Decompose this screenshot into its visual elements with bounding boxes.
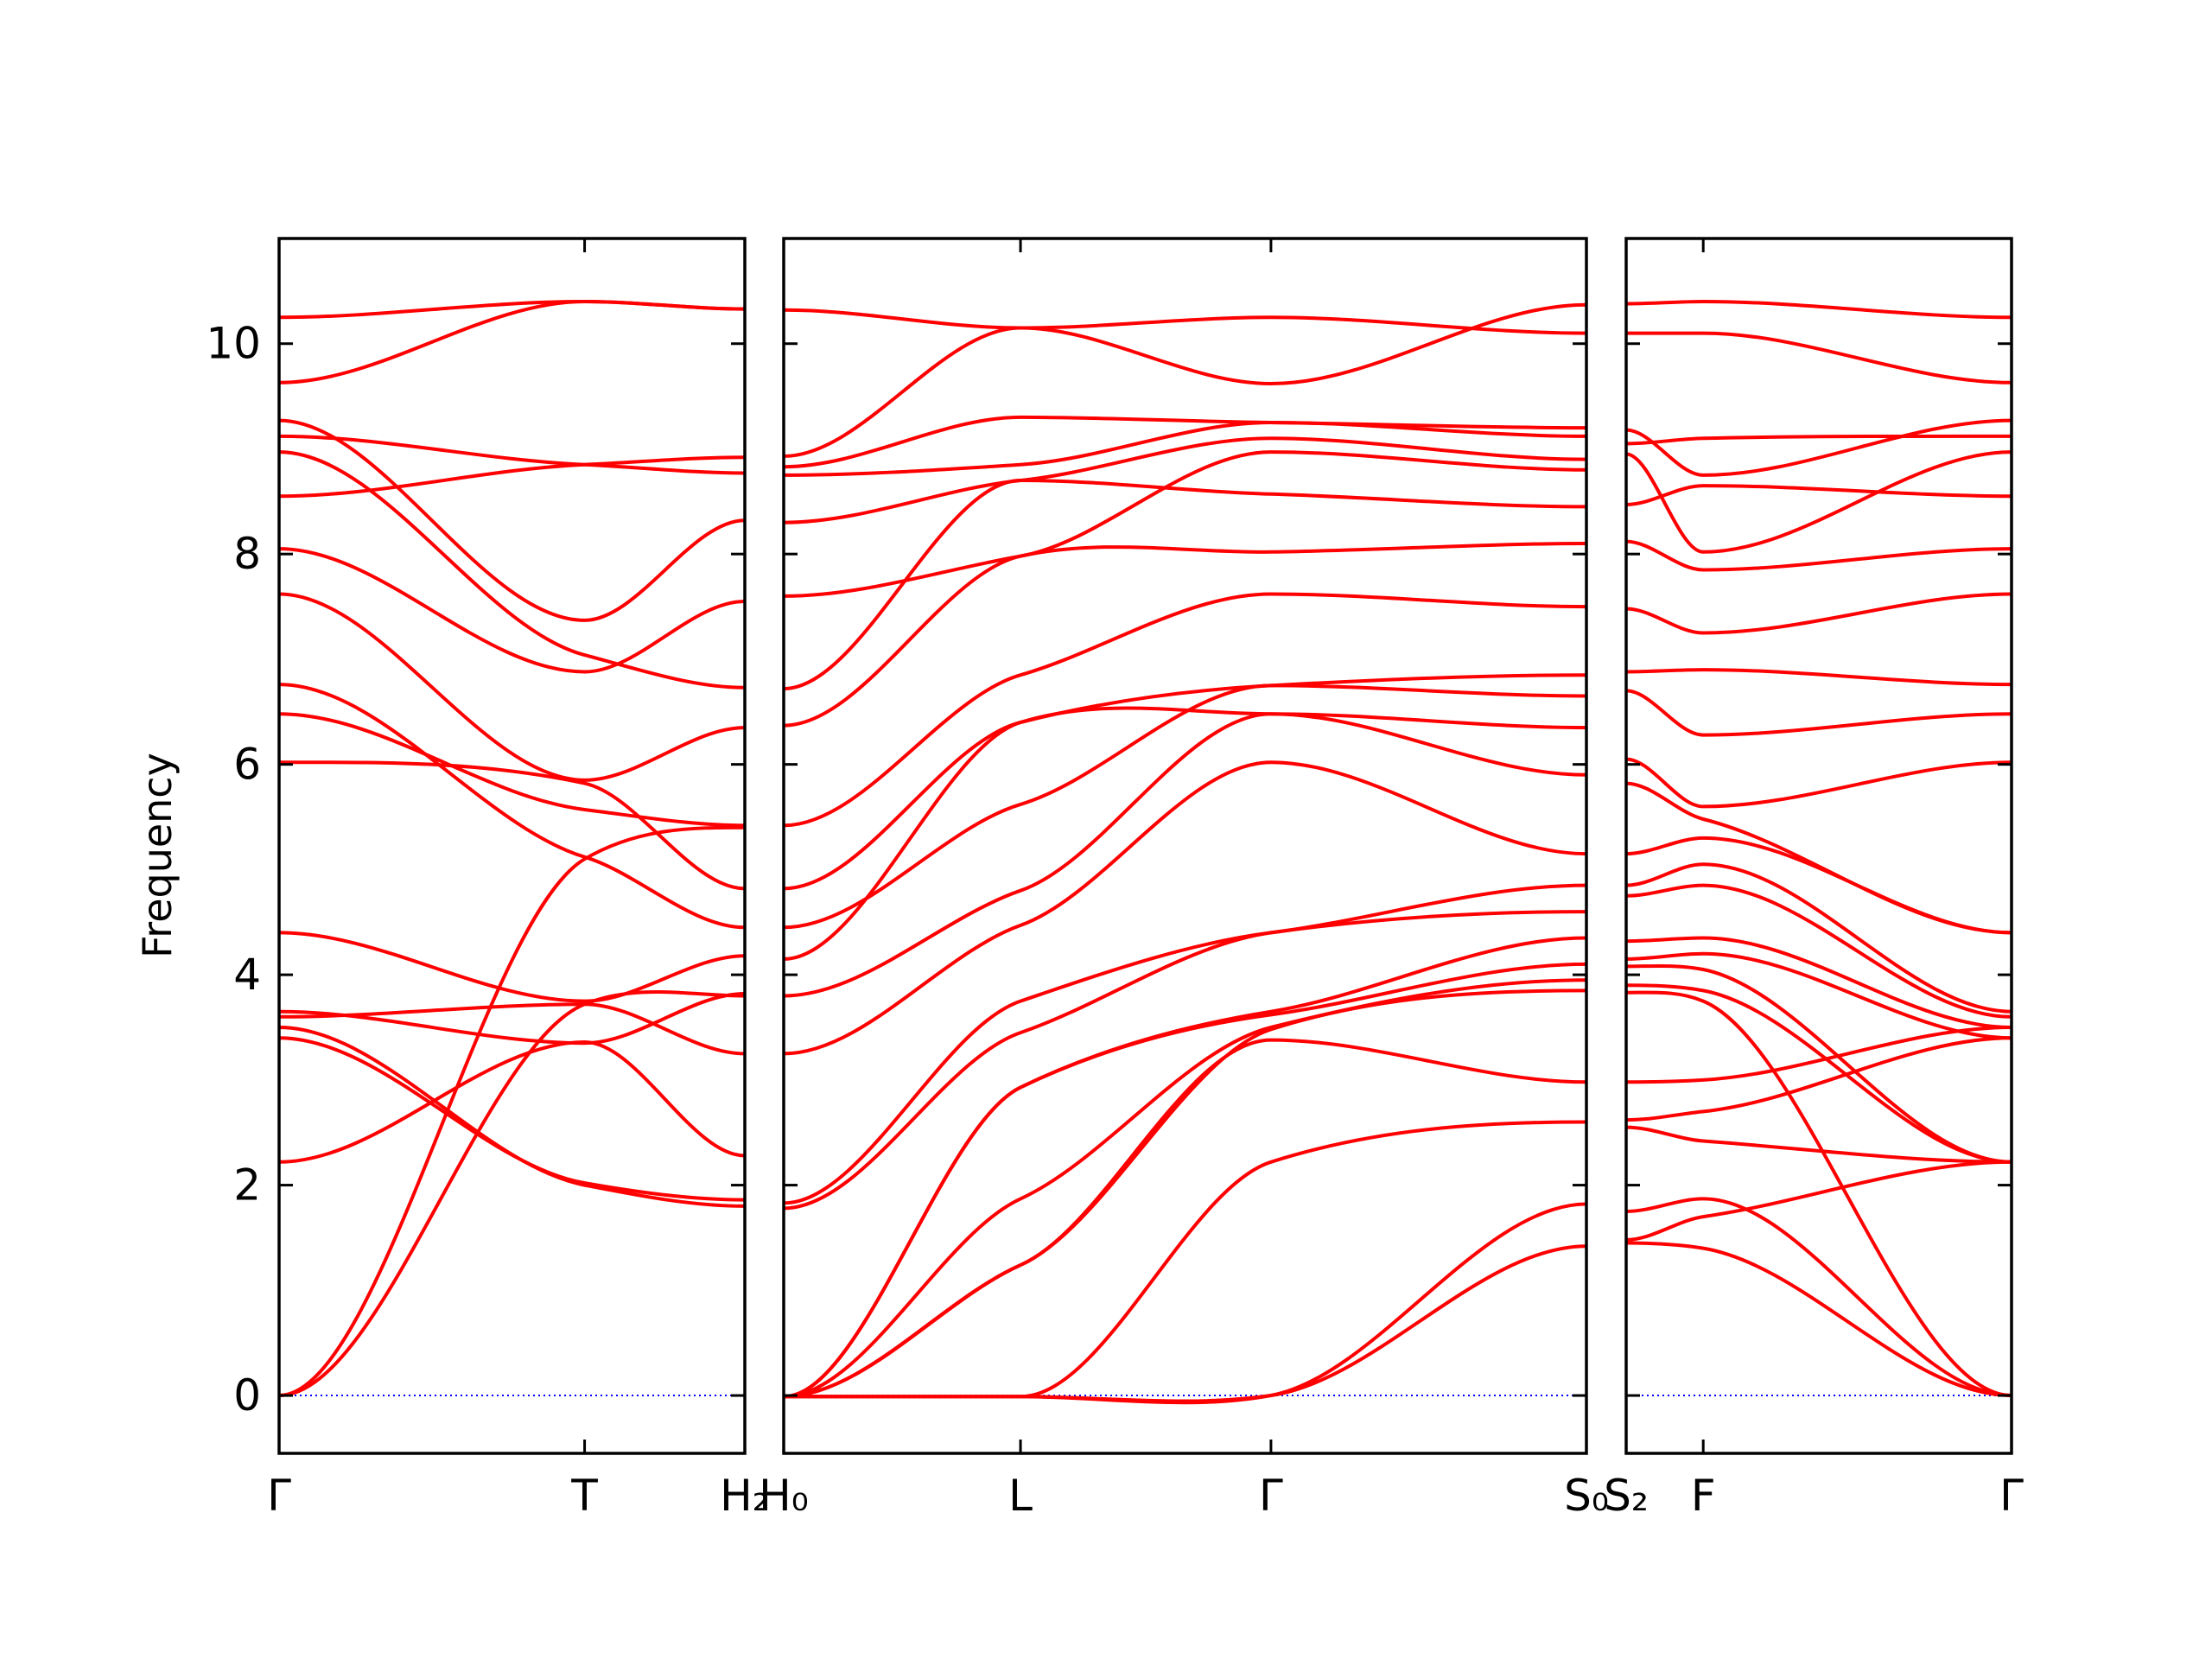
band-line-17 bbox=[1626, 951, 2012, 1040]
band-line-18 bbox=[279, 825, 745, 1397]
x-tick-label: F bbox=[1691, 1471, 1716, 1521]
band-line-5 bbox=[1626, 450, 2012, 554]
band-line-7 bbox=[784, 479, 1586, 690]
band-line-19 bbox=[784, 978, 1586, 1399]
band-line-12 bbox=[279, 931, 745, 1003]
band-line-20 bbox=[784, 988, 1586, 1399]
panel-frame bbox=[782, 237, 1588, 1455]
y-tick-label: 10 bbox=[206, 319, 261, 369]
y-tick-label: 0 bbox=[233, 1370, 261, 1421]
panel-1: Γ T H₂ bbox=[267, 237, 770, 1521]
band-line-16 bbox=[1626, 936, 2012, 1029]
band-line-17 bbox=[784, 936, 1586, 1399]
band-line-5 bbox=[279, 450, 745, 690]
band-line-8 bbox=[1626, 592, 2012, 635]
band-line-16 bbox=[279, 1036, 745, 1202]
band-line-11 bbox=[279, 760, 745, 891]
band-line-4 bbox=[279, 434, 745, 475]
x-tick-label: S₂ bbox=[1604, 1471, 1649, 1521]
y-tick-label: 6 bbox=[233, 740, 261, 790]
band-line-3 bbox=[784, 415, 1586, 469]
band-line-14 bbox=[279, 1002, 745, 1056]
x-tick-label: H₀ bbox=[759, 1471, 809, 1521]
band-line-14 bbox=[784, 760, 1586, 1056]
band-line-7 bbox=[1626, 539, 2012, 572]
y-tick-label: 2 bbox=[233, 1160, 261, 1211]
band-line-9 bbox=[1626, 668, 2012, 687]
band-line-22 bbox=[1626, 1036, 2012, 1122]
panel-3: S₂ F Γ bbox=[1604, 237, 2024, 1521]
band-line-7 bbox=[279, 547, 745, 674]
band-line-10 bbox=[784, 673, 1586, 891]
band-line-20 bbox=[1626, 990, 2012, 1397]
band-line-14 bbox=[1626, 862, 2012, 1014]
band-line-10 bbox=[279, 712, 745, 828]
band-line-3 bbox=[1626, 418, 2012, 477]
band-line-5 bbox=[784, 436, 1586, 524]
band-line-1 bbox=[784, 308, 1586, 335]
band-line-4 bbox=[784, 421, 1586, 477]
band-line-11 bbox=[1626, 757, 2012, 809]
band-line-17 bbox=[279, 1040, 745, 1164]
band-line-13 bbox=[279, 992, 745, 1046]
band-line-2 bbox=[784, 302, 1586, 458]
band-line-19 bbox=[279, 990, 745, 1397]
band-line-9 bbox=[279, 683, 745, 930]
panel-frame bbox=[277, 237, 747, 1455]
x-tick-label: H₂ bbox=[720, 1471, 770, 1521]
band-line-8 bbox=[279, 592, 745, 782]
band-line-12 bbox=[784, 706, 1586, 961]
band-line-15 bbox=[784, 883, 1586, 1205]
band-line-21 bbox=[1626, 1026, 2012, 1084]
band-line-6 bbox=[279, 455, 745, 499]
band-line-9 bbox=[784, 592, 1586, 828]
x-tick-label: L bbox=[1008, 1471, 1033, 1521]
band-line-1 bbox=[279, 300, 745, 320]
band-line-24 bbox=[1626, 1197, 2012, 1397]
x-tick-label: Γ bbox=[1259, 1471, 1283, 1521]
band-line-23 bbox=[784, 1202, 1586, 1405]
band-line-6 bbox=[1626, 484, 2012, 506]
x-tick-label: Γ bbox=[1999, 1471, 2024, 1521]
band-line-11 bbox=[784, 683, 1586, 930]
band-line-4 bbox=[1626, 434, 2012, 446]
band-line-3 bbox=[279, 418, 745, 622]
band-line-13 bbox=[784, 712, 1586, 998]
x-tick-label: Γ bbox=[267, 1471, 291, 1521]
band-line-19 bbox=[1626, 983, 2012, 1164]
panel-frame bbox=[1624, 237, 2013, 1455]
band-line-16 bbox=[784, 910, 1586, 1211]
x-tick-label: S₀ bbox=[1564, 1471, 1609, 1521]
band-line-13 bbox=[1626, 836, 2012, 935]
y-axis-label: Frequency bbox=[134, 753, 181, 958]
band-line-10 bbox=[1626, 689, 2012, 737]
band-line-2 bbox=[279, 300, 745, 385]
band-line-26 bbox=[1626, 1241, 2012, 1397]
band-line-24 bbox=[784, 1244, 1586, 1403]
x-tick-label: T bbox=[570, 1471, 598, 1521]
band-line-25 bbox=[1626, 1160, 2012, 1242]
y-tick-label: 4 bbox=[233, 950, 261, 1000]
band-line-1 bbox=[1626, 300, 2012, 320]
band-line-23 bbox=[1626, 1125, 2012, 1164]
band-line-15 bbox=[1626, 883, 2012, 1019]
y-tick-label: 8 bbox=[233, 529, 261, 579]
band-line-21 bbox=[784, 1038, 1586, 1399]
band-line-18 bbox=[784, 962, 1586, 1399]
panel-2: H₀ L Γ S₀ bbox=[759, 237, 1609, 1521]
band-line-8 bbox=[784, 542, 1586, 728]
band-line-6 bbox=[784, 450, 1586, 598]
band-line-18 bbox=[1626, 963, 2012, 1164]
band-line-2 bbox=[1626, 331, 2012, 385]
